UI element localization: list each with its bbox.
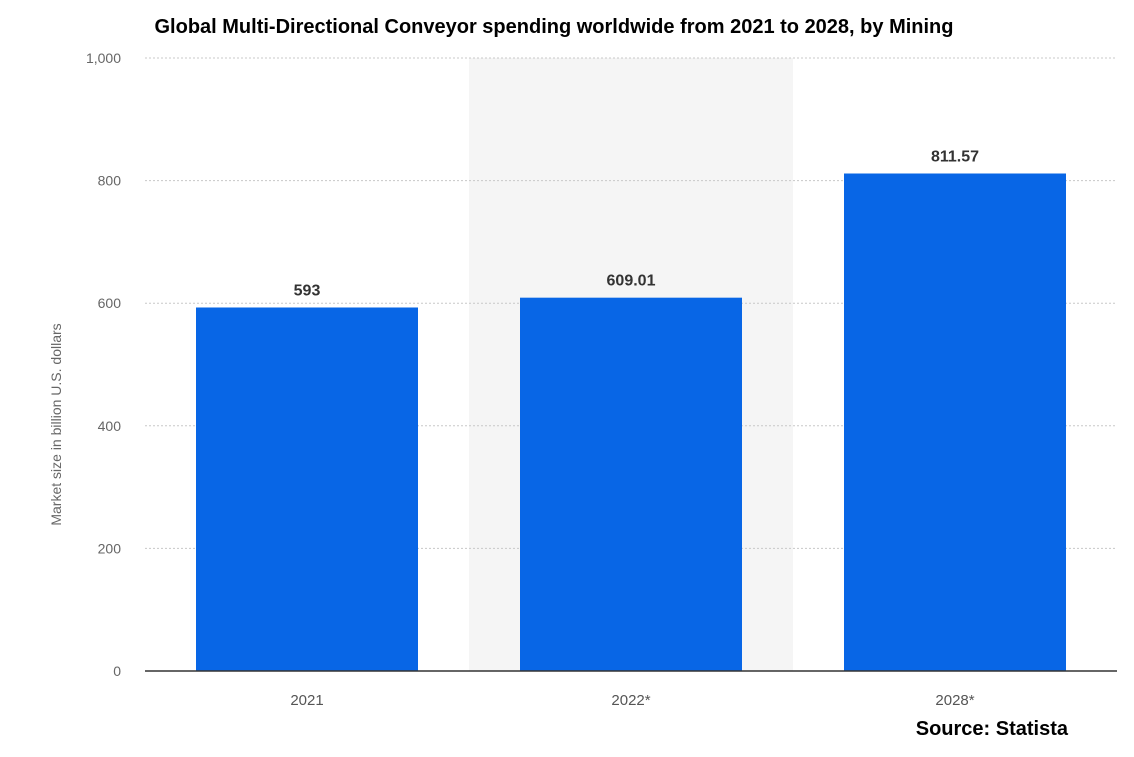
chart-title: Global Multi-Directional Conveyor spendi… [154, 16, 954, 38]
y-axis-label: Market size in billion U.S. dollars [48, 323, 64, 525]
y-tick-label: 400 [98, 418, 122, 434]
x-tick-label: 2021 [290, 692, 323, 709]
data-label: 593 [294, 282, 321, 299]
y-tick-label: 600 [98, 295, 122, 311]
y-tick-label: 800 [98, 173, 122, 189]
bar [196, 307, 418, 671]
source-label: Source: Statista [915, 718, 1068, 740]
bar [844, 173, 1066, 672]
y-tick-label: 1,000 [86, 50, 121, 66]
y-tick-label: 0 [113, 663, 121, 679]
data-label: 811.57 [931, 149, 979, 166]
y-tick-label: 200 [98, 540, 122, 556]
bar [520, 297, 742, 671]
data-label: 609.01 [607, 273, 656, 290]
x-tick-label: 2022* [611, 692, 650, 709]
x-tick-label: 2028* [935, 692, 974, 709]
